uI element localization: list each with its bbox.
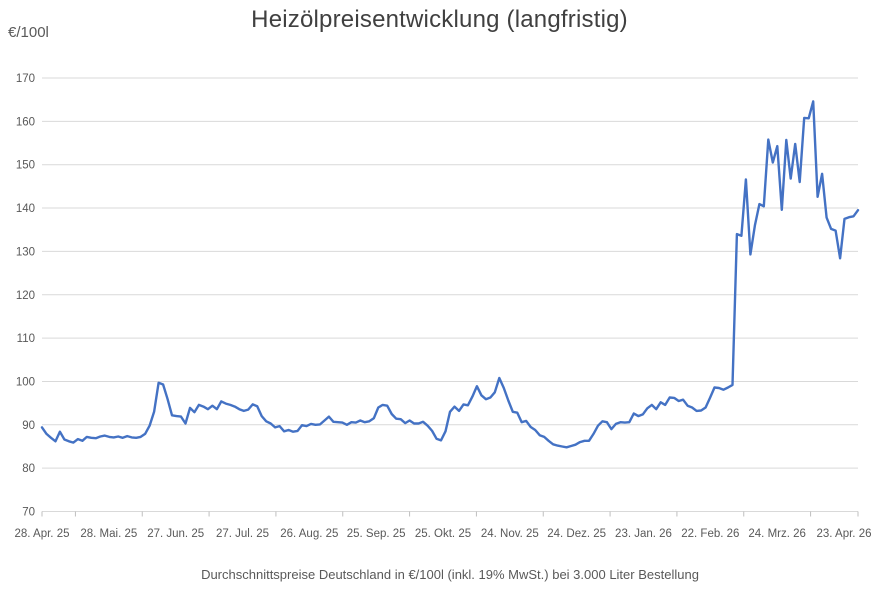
- x-axis-tick-label: 28. Mai. 25: [80, 528, 137, 540]
- y-axis-unit-label: €/100l: [8, 24, 49, 41]
- y-axis-tick-label: 150: [16, 160, 35, 172]
- y-axis-tick-label: 70: [22, 507, 35, 519]
- x-axis-tick-label: 24. Dez. 25: [547, 528, 606, 540]
- y-axis-tick-label: 160: [16, 116, 35, 128]
- x-axis-tick-label: 27. Jul. 25: [216, 528, 269, 540]
- x-axis-tick-label: 23. Jan. 26: [615, 528, 672, 540]
- y-axis-tick-label: 140: [16, 203, 35, 215]
- chart-title: Heizölpreisentwicklung (langfristig): [251, 6, 628, 33]
- y-axis-tick-label: 90: [22, 420, 35, 432]
- x-axis-tick-label: 26. Aug. 25: [280, 528, 338, 540]
- y-axis-tick-label: 100: [16, 376, 35, 388]
- x-axis-tick-label: 24. Mrz. 26: [748, 528, 806, 540]
- x-axis-tick-label: 24. Nov. 25: [481, 528, 539, 540]
- y-axis-tick-label: 130: [16, 246, 35, 258]
- chart-subtitle: Durchschnittspreise Deutschland in €/100…: [201, 567, 699, 582]
- y-axis-tick-label: 170: [16, 73, 35, 85]
- x-axis-tick-label: 25. Okt. 25: [415, 528, 471, 540]
- x-axis-tick-label: 27. Jun. 25: [147, 528, 204, 540]
- y-axis-tick-label: 120: [16, 290, 35, 302]
- y-axis-tick-label: 110: [17, 333, 35, 345]
- x-axis-tick-label: 23. Apr. 26: [817, 528, 872, 540]
- y-axis-tick-label: 80: [22, 463, 35, 475]
- x-axis-tick-label: 25. Sep. 25: [347, 528, 406, 540]
- x-axis-tick-label: 28. Apr. 25: [15, 528, 70, 540]
- price-line-series: [40, 100, 860, 449]
- x-axis-tick-label: 22. Feb. 26: [681, 528, 739, 540]
